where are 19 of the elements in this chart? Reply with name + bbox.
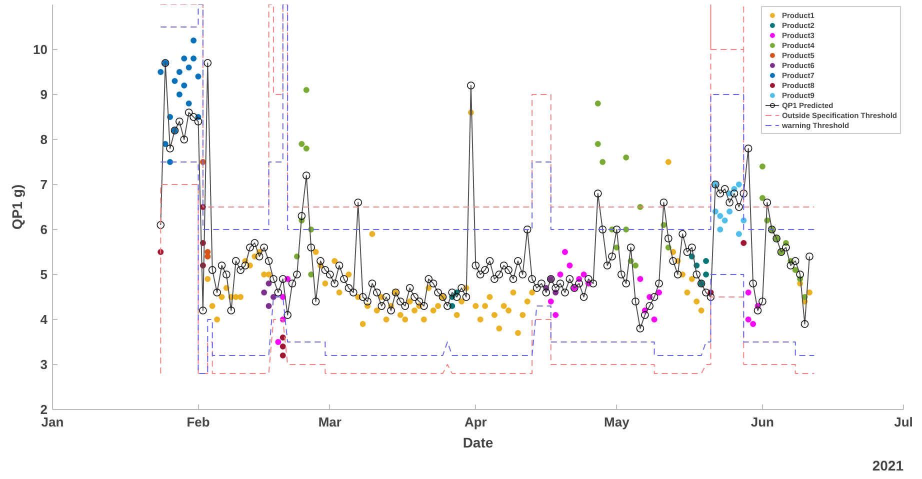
x-tick-label: Jun <box>750 414 774 430</box>
x-tick-label: Jul <box>894 414 913 430</box>
y-tick-label: 3 <box>40 357 48 372</box>
x-tick-label: Feb <box>186 414 210 430</box>
y-tick-label: 4 <box>40 312 48 327</box>
x-axis-title: Date <box>462 434 494 450</box>
text: 2021 <box>872 458 904 474</box>
y-tick-label: 7 <box>40 177 48 192</box>
y-axis-title: QP1 g) <box>9 184 26 230</box>
y-tick-label: 5 <box>40 267 48 282</box>
y-tick-label: 9 <box>40 87 48 102</box>
y-tick-label: 6 <box>40 222 48 237</box>
x-tick-label: Apr <box>464 414 487 430</box>
y-tick-label: 2 <box>40 402 48 417</box>
y-tick-label: 10 <box>33 42 48 57</box>
x-tick-label: Mar <box>318 414 342 430</box>
x-tick-label: May <box>604 414 630 430</box>
x-tick-label: Jan <box>41 414 64 430</box>
y-tick-label: 8 <box>40 132 48 147</box>
